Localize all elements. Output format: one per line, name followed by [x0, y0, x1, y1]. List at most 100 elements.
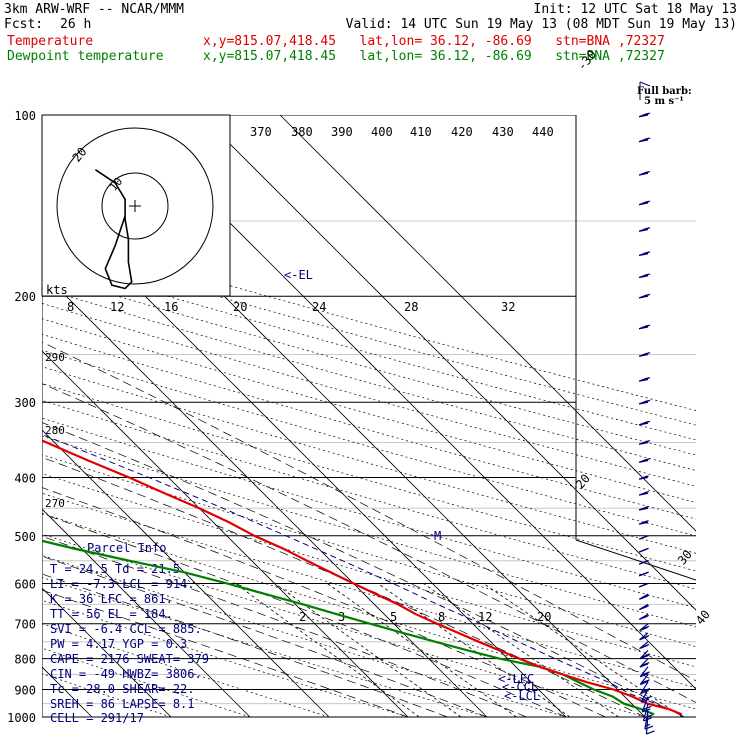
wind-barb	[638, 440, 651, 445]
dry-adiabat-line	[42, 623, 330, 718]
ccl-marker: <-CCL	[502, 680, 538, 694]
dry-adiabat-line	[42, 417, 696, 609]
upper-mixing-label: 32	[501, 300, 515, 314]
mixing-ratio-line	[483, 583, 683, 718]
mixing-ratio-line	[326, 583, 517, 718]
wind-barb	[645, 714, 655, 735]
parcel-info-title: Parcel Info	[87, 541, 166, 555]
dry-adiabat-line	[42, 492, 696, 689]
wind-barb-flag	[641, 535, 647, 539]
parcel-info-row: T = 24.5 Td = 21.5	[50, 562, 180, 576]
mixing-ratio-labels: 2 3 5 8 12 20	[299, 610, 551, 624]
upper-mixing-label: 20	[233, 300, 247, 314]
theta-e-labels: 370 380 390 400 410 420 430 440 290 280 …	[45, 125, 554, 510]
wind-barb-flag	[643, 717, 652, 722]
moist-adiabat-line	[42, 535, 527, 718]
wind-barb-flag	[641, 583, 647, 587]
wind-barb	[638, 399, 651, 405]
wind-barb-flag	[641, 708, 651, 713]
wind-barb-key: Full barb: 5 m s⁻¹	[637, 81, 692, 107]
upper-mixing-ratio-labels: 8 12 16 20 24 28 32	[67, 300, 515, 314]
pressure-tick-label: 100	[14, 109, 36, 123]
dry-adiabat-line	[42, 318, 696, 503]
wind-barb-flag	[641, 560, 647, 564]
init-time: Init: 12 UTC Sat 18 May 13	[533, 2, 738, 17]
wind-barb	[639, 674, 650, 686]
wind-barb-flag	[640, 653, 650, 659]
theta-e-side-label: 270	[45, 497, 65, 510]
mixing-ratio-label: 2	[299, 610, 306, 624]
wind-barb-flag	[641, 399, 651, 404]
dry-adiabat-line	[42, 577, 488, 718]
level-markers: <-EL M <-LFC <-CCL <-LCL	[284, 268, 540, 703]
wind-barb	[639, 623, 650, 632]
pressure-tick-label: 500	[14, 530, 36, 544]
hodograph: 20 10 kts	[41, 114, 231, 297]
wind-barb-flag	[640, 634, 650, 640]
wind-barb	[638, 200, 651, 206]
moist-adiabat-line	[42, 513, 567, 718]
parcel-info-row: Tc = 28.0 SHEAR= 22.	[50, 682, 195, 696]
hodograph-ring-outer	[56, 127, 214, 285]
wind-barb-flag	[644, 714, 653, 719]
dry-adiabat-line	[42, 454, 696, 648]
wind-barb-flag	[641, 376, 651, 382]
wind-barb	[638, 112, 651, 118]
isotherm-line	[200, 115, 696, 611]
wind-barb-flag	[641, 492, 647, 496]
wind-barb	[639, 666, 650, 678]
parcel-info-row: PW = 4.17 YGP = 0.3	[50, 637, 187, 651]
wind-barb-flag	[641, 595, 647, 599]
wind-barb-flag	[646, 730, 655, 735]
parcel-info-row: TT = 56 EL = 184.	[50, 607, 173, 621]
valid-time: Valid: 14 UTC Sun 19 May 13 (08 MDT Sun …	[345, 17, 737, 32]
dewpoint-location: x,y=815.07,418.45 lat,lon= 36.12, -86.69…	[203, 49, 665, 64]
isotherm-label: 30	[675, 547, 695, 567]
wind-barb-flag	[642, 705, 652, 711]
theta-e-label: 420	[451, 125, 473, 139]
parcel-info-row: K = 36 LFC = 861.	[50, 592, 173, 606]
wind-barb-staff	[645, 714, 649, 735]
theta-e-label: 370	[250, 125, 272, 139]
wind-barb	[639, 632, 650, 641]
wind-barb-flag	[640, 698, 650, 703]
wind-barb	[638, 571, 649, 577]
pressure-tick-label: 300	[14, 396, 36, 410]
wind-barb	[638, 547, 649, 553]
dewpoint-legend-label: Dewpoint temperature	[7, 49, 164, 64]
isotherm-line	[279, 115, 696, 532]
lcl-marker: <-LCL	[504, 689, 540, 703]
theta-e-side-label: 290	[45, 351, 65, 364]
temperature-legend-label: Temperature	[7, 34, 94, 49]
pressure-tick-label: 600	[14, 577, 36, 591]
wind-barb-flag	[641, 200, 651, 205]
wind-barb	[638, 505, 649, 511]
wind-barb-flag	[641, 688, 651, 693]
wind-barb-flag	[639, 680, 649, 686]
forecast-label: Fcst:	[4, 17, 44, 32]
theta-e-label: 410	[410, 125, 432, 139]
pressure-tick-label: 1000	[7, 711, 36, 725]
theta-e-label: 380	[291, 125, 313, 139]
dry-adiabat-line	[42, 333, 696, 520]
hodograph-ring-inner	[101, 172, 169, 240]
wind-barb-flag	[641, 324, 651, 329]
wind-barb	[638, 420, 651, 426]
mixing-ratio-line	[423, 583, 619, 718]
hodograph-trace	[94, 169, 133, 290]
moist-adiabat-line	[42, 487, 606, 718]
moist-adiabat-line	[42, 573, 448, 718]
mixing-ratio-label: 5	[390, 610, 397, 624]
temperature-line	[42, 439, 683, 716]
hodograph-speed-unit: kts	[46, 283, 68, 297]
wind-barb	[638, 475, 649, 480]
wind-barb	[638, 520, 649, 525]
wind-barb-flag	[641, 170, 651, 176]
wind-barb-flag	[641, 293, 651, 298]
wind-barb	[638, 491, 649, 496]
mixing-ratio-label: 3	[338, 610, 345, 624]
wind-barb-flag	[641, 137, 651, 142]
parcel-info-row: SVI = -6.4 CCL = 885.	[50, 622, 202, 636]
plot-border-diagonal	[575, 539, 696, 581]
wind-barb	[640, 681, 651, 695]
